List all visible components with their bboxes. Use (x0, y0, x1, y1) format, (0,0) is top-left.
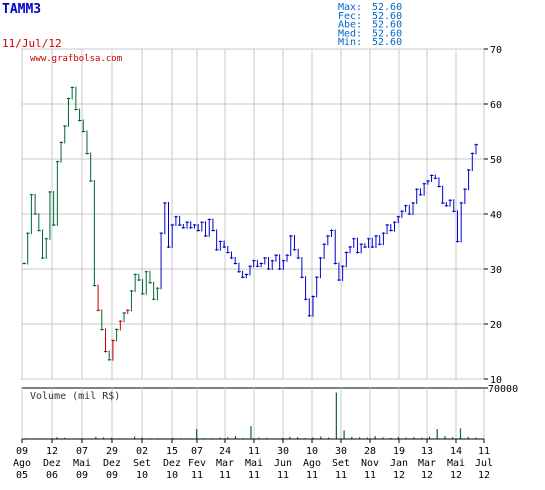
x-tick-label: 07 (191, 446, 203, 457)
x-tick-label: 02 (136, 446, 148, 457)
stat-value: 52.60 (372, 20, 402, 31)
x-tick-label: Jul (475, 458, 493, 469)
price-ytick-label: 70 (490, 45, 502, 56)
x-tick-label: 11 (191, 470, 203, 481)
x-tick-label: Mai (447, 458, 465, 469)
chart-date: 11/Jul/12 (2, 37, 62, 50)
x-tick-label: 10 (166, 470, 178, 481)
x-tick-label: 09 (16, 446, 28, 457)
x-tick-label: 11 (335, 470, 347, 481)
x-tick-label: 10 (136, 470, 148, 481)
stat-label: Max: (338, 2, 362, 13)
x-tick-label: Mai (73, 458, 91, 469)
x-tick-label: 07 (76, 446, 88, 457)
price-ytick-label: 50 (490, 155, 502, 166)
x-tick-label: 10 (306, 446, 318, 457)
volume-ytick-label: 70000 (488, 384, 518, 395)
stat-value: 52.60 (372, 37, 402, 48)
x-tick-label: 11 (306, 470, 318, 481)
x-tick-label: 14 (450, 446, 462, 457)
x-tick-label: Dez (43, 458, 61, 469)
stat-label: Min: (338, 37, 362, 48)
x-tick-label: 12 (393, 470, 405, 481)
stat-label: Abe: (338, 20, 362, 31)
x-tick-label: Set (133, 458, 151, 469)
price-grid (21, 48, 485, 380)
x-tick-label: 12 (421, 470, 433, 481)
price-ytick-label: 40 (490, 210, 502, 221)
volume-title: Volume (mil R$) (30, 391, 120, 402)
x-tick-label: Ago (13, 458, 31, 469)
price-ytick-label: 60 (490, 100, 502, 111)
x-tick-label: Mar (216, 458, 234, 469)
x-tick-label: 11 (248, 446, 260, 457)
stat-label: Med: (338, 28, 362, 39)
x-tick-label: Set (332, 458, 350, 469)
x-tick-label: 30 (335, 446, 347, 457)
price-ytick-label: 30 (490, 265, 502, 276)
x-tick-label: Dez (103, 458, 121, 469)
x-tick-label: 11 (478, 446, 490, 457)
x-tick-label: 28 (364, 446, 376, 457)
x-tick-label: Mai (245, 458, 263, 469)
x-axis: 09Ago0512Dez0607Mai0929Dez0902Set1015Dez… (13, 438, 493, 481)
watermark: www.grafbolsa.com (30, 54, 122, 64)
price-y-axis: 10 20 30 40 50 60 70 (484, 45, 502, 386)
x-tick-label: Mar (418, 458, 436, 469)
price-ytick-label: 10 (490, 375, 502, 386)
x-tick-label: 09 (76, 470, 88, 481)
price-panel: 10 20 30 40 50 60 70 www.grafbolsa.com (21, 45, 502, 386)
ticker-symbol: TAMM3 (2, 2, 41, 17)
x-tick-label: 11 (219, 470, 231, 481)
volume-grid (21, 387, 488, 439)
stat-value: 52.60 (372, 28, 402, 39)
x-tick-label: 06 (46, 470, 58, 481)
x-tick-label: 24 (219, 446, 231, 457)
stat-value: 52.60 (372, 11, 402, 22)
x-tick-label: 13 (421, 446, 433, 457)
x-tick-label: Jun (274, 458, 292, 469)
price-ytick-label: 20 (490, 320, 502, 331)
stat-label: Fec: (338, 11, 362, 22)
x-tick-label: 09 (106, 470, 118, 481)
x-tick-label: 12 (478, 470, 490, 481)
x-tick-label: 12 (450, 470, 462, 481)
x-tick-label: 11 (248, 470, 260, 481)
x-tick-label: 29 (106, 446, 118, 457)
x-tick-label: 12 (46, 446, 58, 457)
x-tick-label: Dez (163, 458, 181, 469)
x-tick-label: Nov (361, 458, 379, 469)
x-tick-label: 11 (364, 470, 376, 481)
x-tick-label: 30 (277, 446, 289, 457)
x-tick-label: Jan (390, 458, 408, 469)
x-tick-label: Ago (303, 458, 321, 469)
x-tick-label: 19 (393, 446, 405, 457)
x-tick-label: 15 (166, 446, 178, 457)
price-series (22, 86, 478, 361)
x-tick-label: Fev (188, 458, 206, 469)
volume-panel: Volume (mil R$) 70000 (21, 384, 518, 440)
stats-block: Max: 52.60 Fec: 52.60 Abe: 52.60 Med: 52.60 Min:… (338, 2, 402, 48)
stat-value: 52.60 (372, 2, 402, 13)
x-tick-label: 05 (16, 470, 28, 481)
x-tick-label: 11 (277, 470, 289, 481)
